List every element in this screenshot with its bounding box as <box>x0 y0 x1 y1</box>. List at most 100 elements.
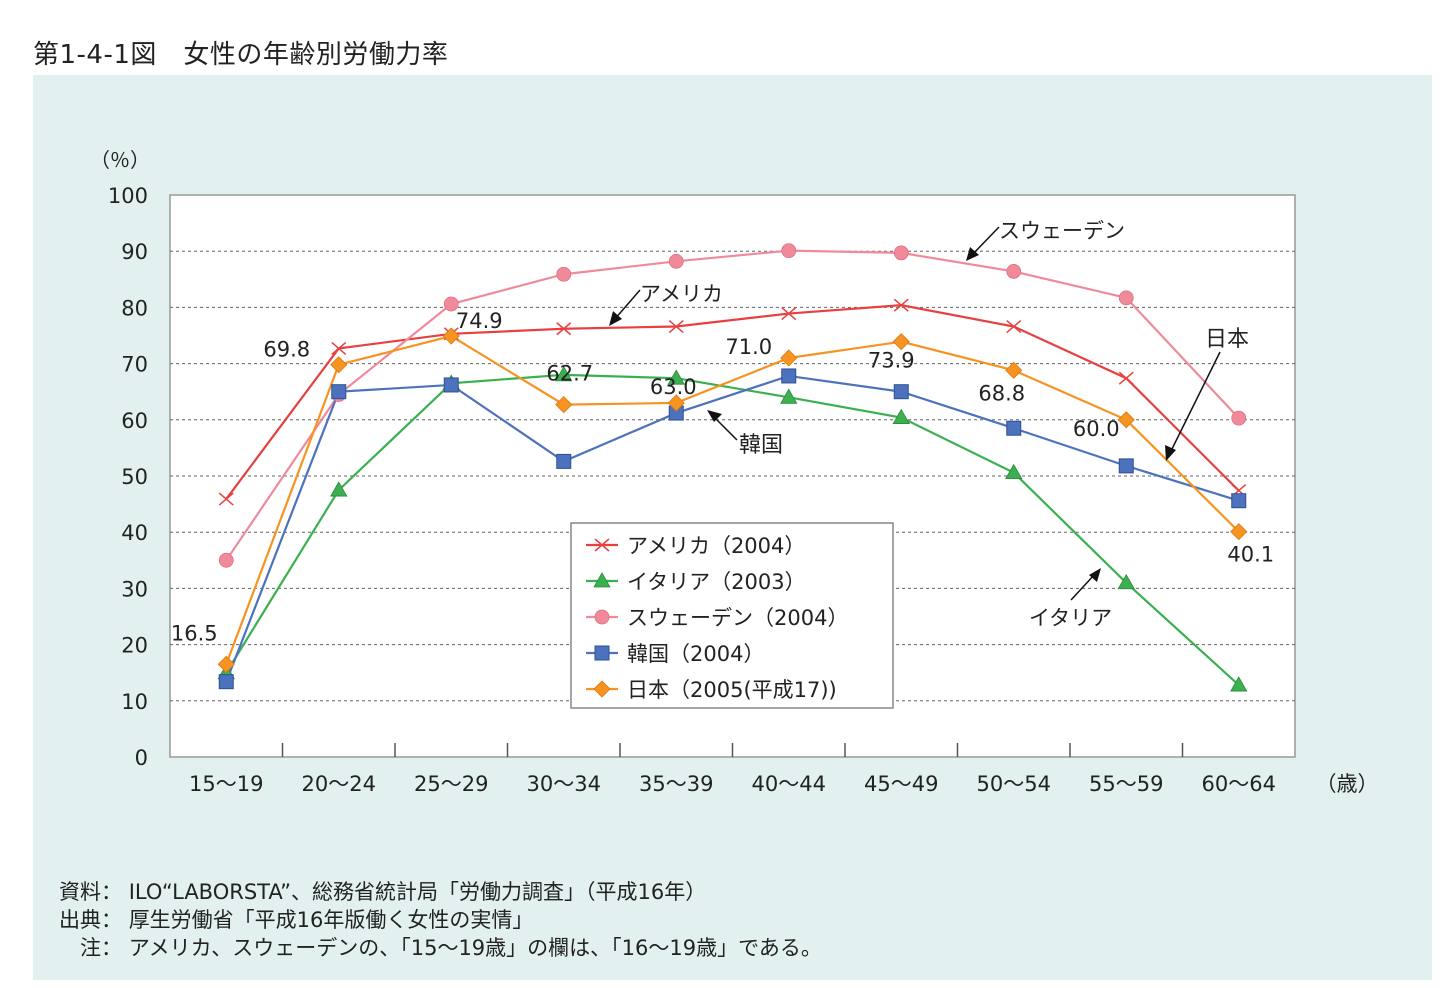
legend-label-korea: 韓国（2004） <box>627 642 764 666</box>
marker-stroke <box>556 322 572 336</box>
data-label-japan: 62.7 <box>546 362 593 386</box>
x-tick-label: 25〜29 <box>414 772 488 796</box>
data-label-japan: 40.1 <box>1227 543 1274 567</box>
data-label-japan: 73.9 <box>868 349 915 373</box>
notes: 資料： ILO“LABORSTA”、総務省統計局「労働力調査」（平成16年） 出… <box>52 878 822 962</box>
arrowhead-japan <box>1165 445 1176 461</box>
arrow-usa <box>613 289 641 321</box>
note-remark: 注： アメリカ、スウェーデンの、「15〜19歳」の欄は、「16〜19歳」である。 <box>52 934 822 962</box>
line-chart: 0 10 20 30 40 50 60 70 80 90 100 （％） 15〜19 20〜24 25〜29… <box>90 148 1379 796</box>
data-label-japan: 60.0 <box>1073 417 1120 441</box>
data-point-japan <box>330 356 348 374</box>
arrowhead-italy <box>1089 568 1101 582</box>
series-line-korea <box>225 374 1240 683</box>
data-point-sweden <box>781 243 797 259</box>
legend-label-usa: アメリカ（2004） <box>627 534 805 558</box>
arrow-sweden <box>970 226 1000 257</box>
data-point-japan <box>780 349 798 367</box>
y-tick-label: 100 <box>108 184 148 208</box>
note-source-key: 資料： <box>59 880 122 904</box>
note-origin-key: 出典： <box>59 908 122 932</box>
data-point-korea <box>1118 458 1134 474</box>
data-point-korea <box>893 384 909 400</box>
data-point-italy <box>667 369 685 385</box>
data-point-usa <box>893 298 909 312</box>
data-point-usa <box>781 307 797 321</box>
marker-stroke <box>893 298 909 312</box>
data-point-sweden <box>556 266 572 282</box>
data-point-italy <box>555 366 573 382</box>
x-tick-label: 50〜54 <box>977 772 1051 796</box>
marker-stroke <box>668 319 684 334</box>
data-point-usa <box>556 322 572 336</box>
data-point-sweden <box>1231 410 1247 426</box>
data-point-japan <box>555 396 573 414</box>
data-point-usa <box>1006 319 1022 334</box>
data-point-sweden <box>893 245 909 261</box>
arrow-korea <box>712 415 738 441</box>
annotation-italy: イタリア <box>1029 606 1112 630</box>
y-tick-label: 50 <box>121 465 148 489</box>
data-point-korea <box>331 384 347 400</box>
legend-marker-italy <box>593 572 611 588</box>
x-tick-label: 30〜34 <box>527 772 601 796</box>
arrowhead-usa <box>609 311 622 326</box>
data-point-usa <box>1118 371 1134 385</box>
data-point-italy <box>1117 573 1135 590</box>
y-tick-label: 80 <box>121 296 148 320</box>
legend-marker-japan <box>593 680 611 698</box>
annotation-korea: 韓国 <box>739 433 783 458</box>
data-point-sweden <box>668 253 684 269</box>
x-tick-label: 60〜64 <box>1202 772 1276 796</box>
data-point-sweden <box>218 552 234 568</box>
data-point-italy <box>780 388 798 404</box>
x-tick-label: 40〜44 <box>752 772 826 796</box>
data-label-japan: 16.5 <box>171 621 218 645</box>
y-tick-label: 30 <box>121 577 148 601</box>
legend-box <box>570 522 894 709</box>
series-line-usa <box>225 304 1240 500</box>
data-point-korea <box>1231 493 1247 509</box>
legend-marker-korea <box>594 645 610 661</box>
data-label-japan: 71.0 <box>725 335 772 359</box>
data-label-japan: 63.0 <box>650 375 697 399</box>
y-tick-label: 60 <box>121 409 148 433</box>
arrowhead-korea <box>707 410 722 422</box>
y-tick-label: 70 <box>121 353 148 377</box>
annotation-japan: 日本 <box>1205 327 1249 352</box>
marker-stroke <box>781 307 797 321</box>
data-point-japan <box>442 327 460 345</box>
legend-marker-sweden <box>594 609 610 625</box>
note-origin: 出典： 厚生労働省「平成16年版働く女性の実情」 <box>52 906 822 934</box>
data-point-usa <box>331 341 347 355</box>
x-tick-label: 45〜49 <box>864 772 938 796</box>
x-tick-label: 55〜59 <box>1089 772 1163 796</box>
data-label-japan: 69.8 <box>263 338 310 362</box>
figure-title: 第1-4-1図 女性の年齢別労働力率 <box>33 40 449 70</box>
data-point-usa <box>218 492 234 506</box>
note-remark-key: 注： <box>80 936 122 960</box>
note-source-text: ILO“LABORSTA”、総務省統計局「労働力調査」（平成16年） <box>128 880 707 904</box>
x-tick-label: 15〜19 <box>189 772 263 796</box>
data-point-korea <box>443 377 459 393</box>
y-tick-label: 10 <box>121 690 148 714</box>
series-line-italy <box>225 373 1240 686</box>
data-point-japan <box>1230 523 1248 541</box>
marker-stroke <box>594 538 610 552</box>
data-point-japan <box>1117 411 1135 429</box>
series-line-japan <box>225 334 1240 665</box>
data-label-japan: 74.9 <box>456 309 503 333</box>
legend-label-japan: 日本（2005(平成17)) <box>627 678 837 702</box>
data-point-italy <box>1005 463 1023 480</box>
data-point-korea <box>781 368 797 384</box>
y-tick-label: 40 <box>121 521 148 545</box>
data-label-japan: 68.8 <box>978 381 1025 405</box>
data-point-japan <box>1005 361 1023 379</box>
y-tick-label: 0 <box>135 746 148 770</box>
data-point-sweden <box>1118 290 1134 306</box>
data-point-korea <box>218 674 234 690</box>
data-point-italy <box>330 481 348 497</box>
arrow-japan <box>1169 351 1221 454</box>
chart-panel: 0 10 20 30 40 50 60 70 80 90 100 （％） 15〜19 20〜24 25〜29… <box>33 75 1432 980</box>
marker-stroke <box>1006 319 1022 334</box>
